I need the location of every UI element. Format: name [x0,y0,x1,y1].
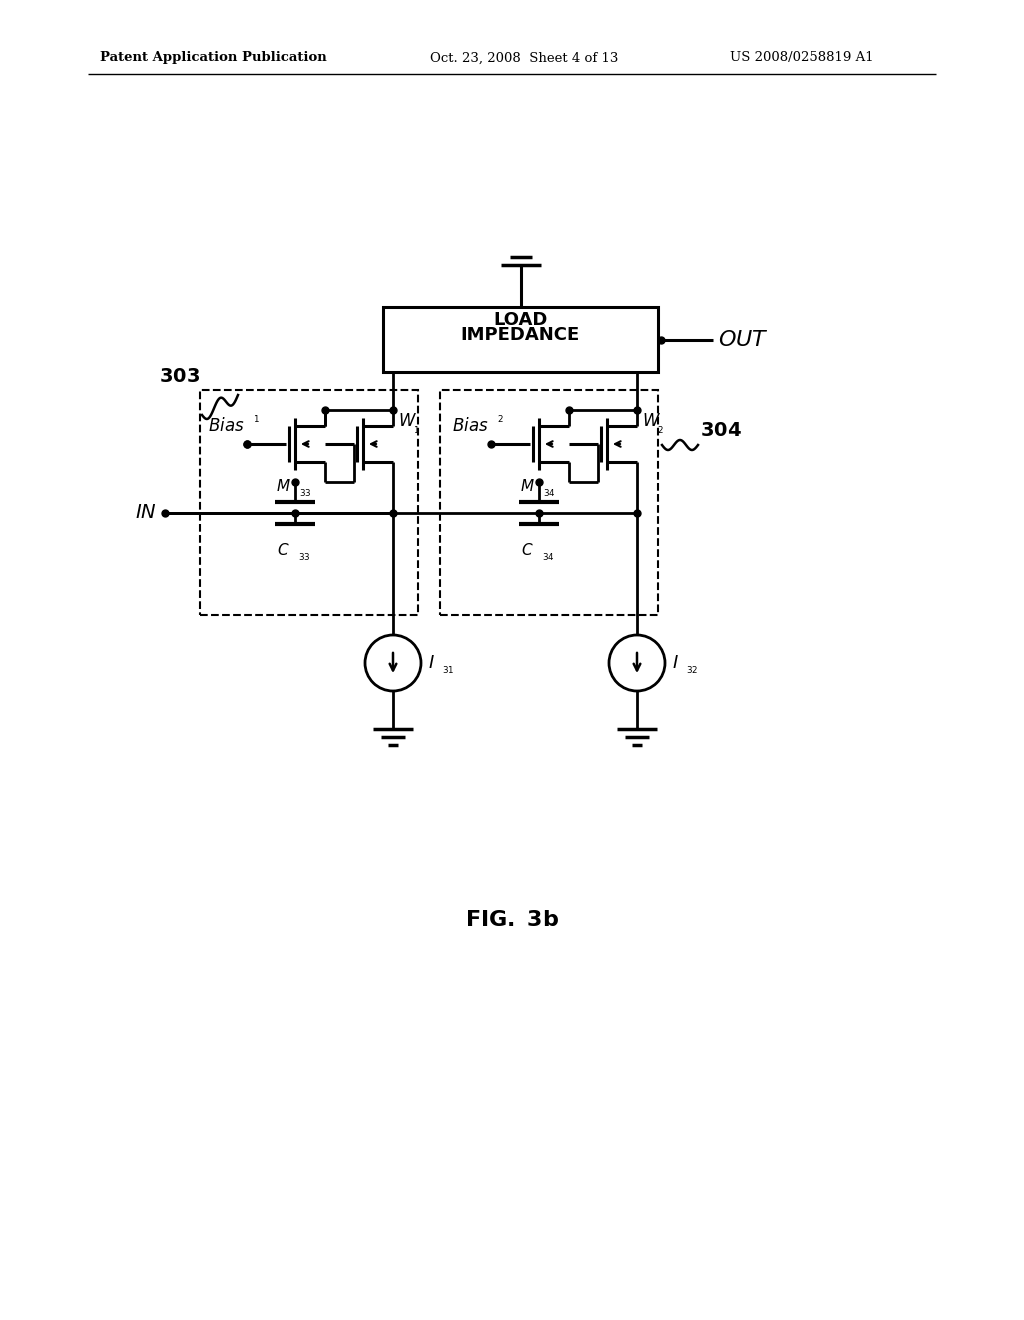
Text: $_1$: $_1$ [253,412,260,425]
Text: $C$: $C$ [521,543,534,558]
Text: $_1$: $_1$ [413,422,420,436]
Bar [440,389,658,615]
Text: LOAD: LOAD [494,312,548,329]
Text: $W$: $W$ [398,412,417,429]
Text: $_{34}$: $_{34}$ [543,486,556,499]
Text: $\mathit{OUT}$: $\mathit{OUT}$ [718,329,769,351]
Text: $M$: $M$ [520,478,535,494]
Text: $_{34}$: $_{34}$ [542,550,555,564]
Text: $\mathbf{304}$: $\mathbf{304}$ [700,421,741,440]
Text: $_{32}$: $_{32}$ [686,663,698,676]
Text: $W$: $W$ [642,412,660,429]
Text: $\mathit{Bias}$: $\mathit{Bias}$ [453,417,489,436]
Text: $I$: $I$ [428,653,435,672]
Text: $I$: $I$ [672,653,679,672]
Bar [200,389,418,615]
Text: $_2$: $_2$ [497,412,504,425]
Text: $\mathbf{303}$: $\mathbf{303}$ [159,367,200,387]
Text: $_{31}$: $_{31}$ [442,663,455,676]
Text: $\mathit{IN}$: $\mathit{IN}$ [135,504,157,521]
Text: $_{33}$: $_{33}$ [298,550,310,564]
Text: $\mathbf{FIG.\ 3b}$: $\mathbf{FIG.\ 3b}$ [465,909,559,931]
Text: IMPEDANCE: IMPEDANCE [461,326,581,345]
Bar [383,308,658,372]
Text: $_{33}$: $_{33}$ [299,486,311,499]
Text: Patent Application Publication: Patent Application Publication [100,51,327,65]
Text: $_2$: $_2$ [657,422,664,436]
Text: US 2008/0258819 A1: US 2008/0258819 A1 [730,51,873,65]
Text: $\mathit{Bias}$: $\mathit{Bias}$ [209,417,245,436]
Text: $C$: $C$ [278,543,290,558]
Text: $M$: $M$ [276,478,291,494]
Text: Oct. 23, 2008  Sheet 4 of 13: Oct. 23, 2008 Sheet 4 of 13 [430,51,618,65]
